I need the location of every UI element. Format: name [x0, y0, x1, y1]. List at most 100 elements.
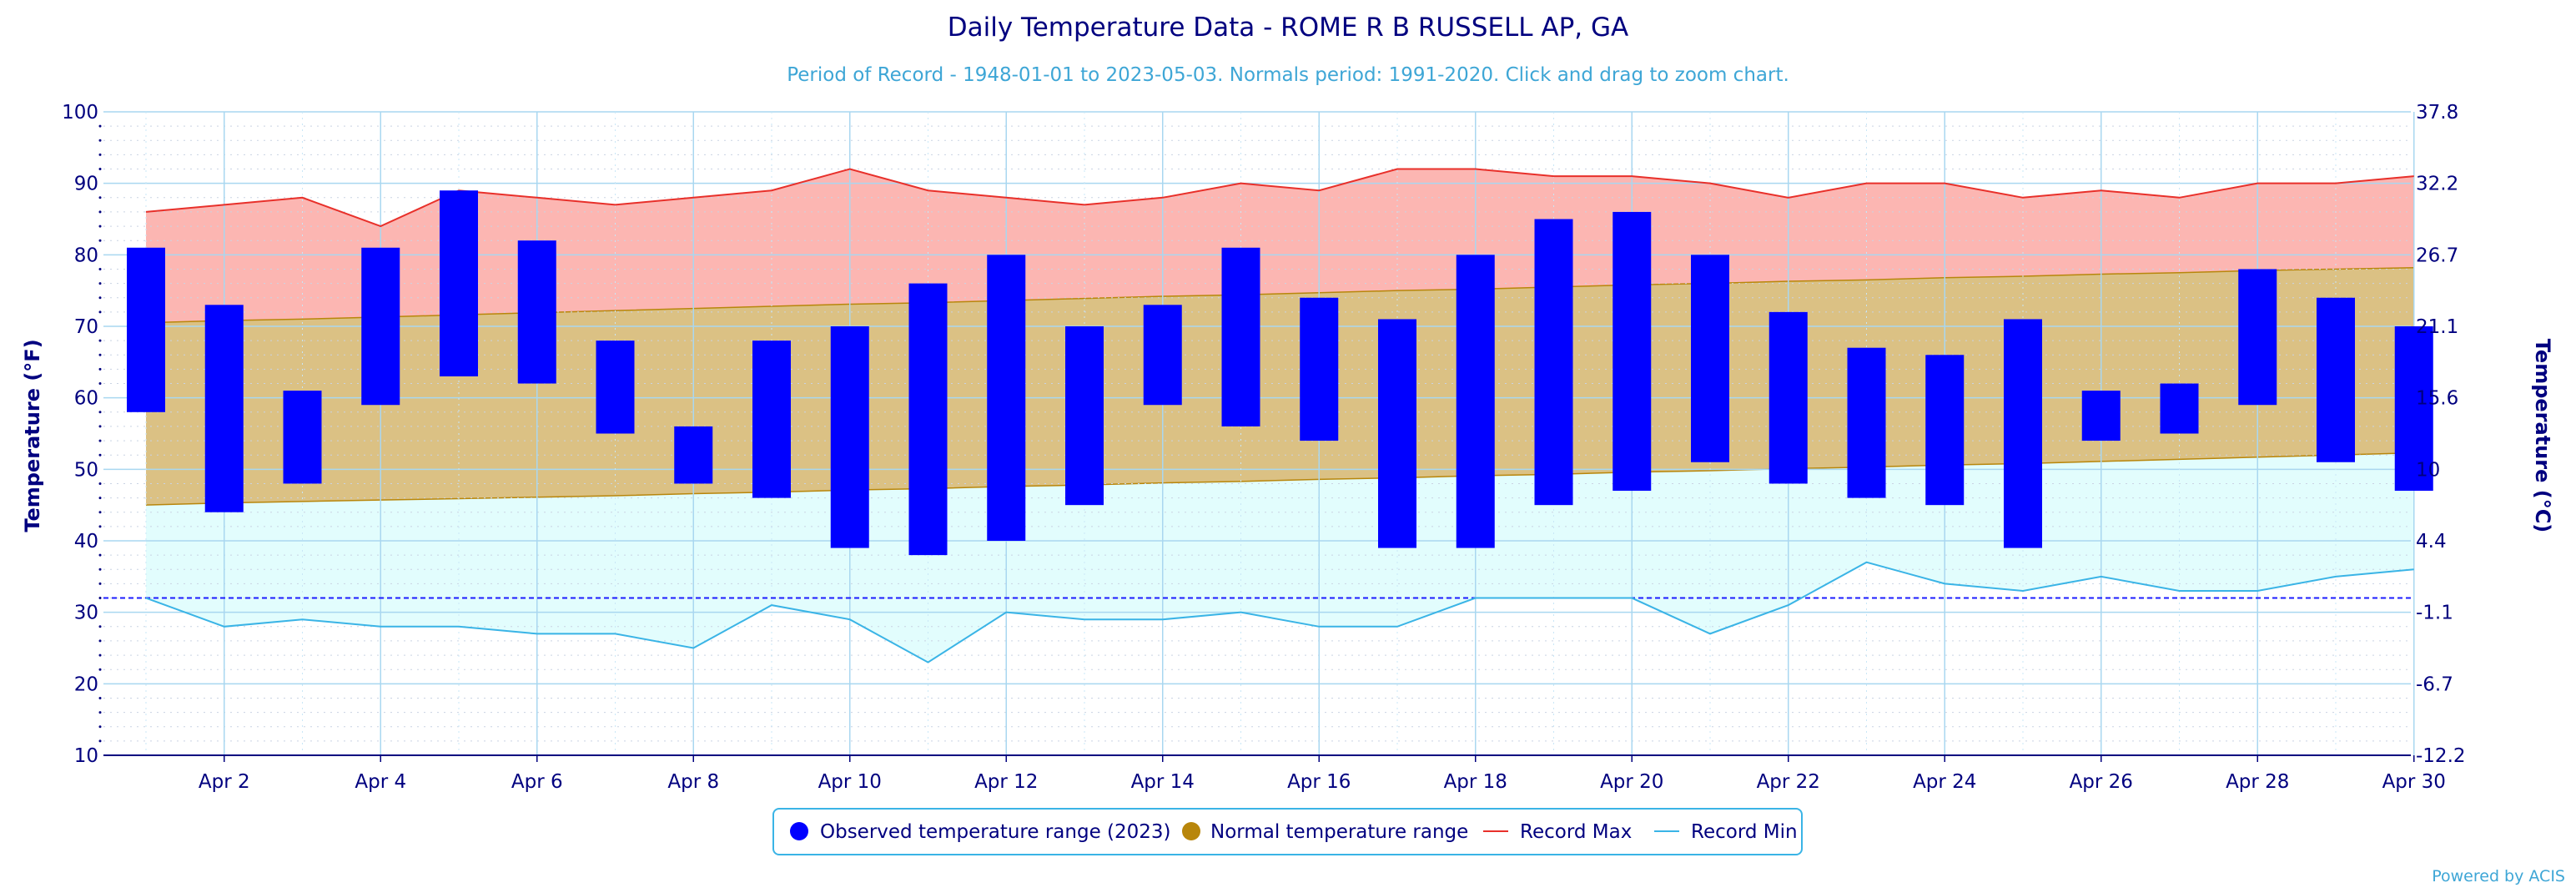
y-minor-tick	[98, 239, 102, 242]
y-minor-tick	[98, 725, 102, 729]
y-minor-tick	[98, 425, 102, 428]
observed-bar[interactable]	[1613, 211, 1652, 492]
x-tick-label: Apr 10	[818, 771, 882, 793]
y-minor-tick	[98, 553, 102, 557]
observed-bar[interactable]	[2238, 269, 2277, 406]
x-tick-label: Apr 28	[2226, 771, 2289, 793]
y-minor-tick	[98, 482, 102, 485]
y-tick-label-left: 50	[74, 459, 98, 481]
temperature-bands	[145, 169, 2414, 663]
observed-bar[interactable]	[1221, 247, 1260, 426]
x-tick-label: Apr 22	[1757, 771, 1820, 793]
x-tick-label: Apr 24	[1913, 771, 1976, 793]
observed-bar[interactable]	[2004, 319, 2042, 548]
legend-item-record-max[interactable]: Record Max	[1483, 821, 1632, 843]
legend-item-normal[interactable]: Normal temperature range	[1182, 821, 1468, 843]
observed-bar[interactable]	[2394, 326, 2433, 492]
y-tick-label-right: 4.4	[2416, 531, 2447, 552]
y-minor-tick	[98, 382, 102, 386]
observed-bar[interactable]	[2317, 297, 2355, 462]
legend-label-record-max: Record Max	[1520, 821, 1632, 843]
observed-bar[interactable]	[1847, 347, 1886, 498]
x-tick-label: Apr 6	[511, 771, 563, 793]
observed-bar[interactable]	[1143, 305, 1182, 406]
record-max-line	[145, 168, 2414, 228]
y-minor-tick	[98, 339, 102, 342]
y-minor-tick	[98, 453, 102, 457]
y-tick-label-left: 10	[74, 745, 98, 767]
y-tick-label-right: 37.8	[2416, 102, 2458, 124]
record-min-band	[146, 452, 2414, 663]
y-minor-tick	[98, 196, 102, 199]
credit-link[interactable]: Powered by ACIS	[2432, 867, 2565, 885]
y-minor-tick	[98, 653, 102, 657]
observed-bar[interactable]	[1300, 297, 1339, 441]
observed-bar[interactable]	[127, 247, 165, 412]
observed-bar[interactable]	[204, 305, 244, 512]
y-minor-tick	[98, 439, 102, 442]
y-tick-label-right: 15.6	[2416, 388, 2458, 410]
observed-bar[interactable]	[674, 426, 713, 484]
y-tick-label-left: 70	[74, 316, 98, 338]
y-minor-tick	[98, 124, 102, 128]
y-minor-tick	[98, 310, 102, 314]
y-axis-title-right: Temperature (°C)	[2531, 339, 2554, 533]
legend-item-observed[interactable]: Observed temperature range (2023)	[790, 821, 1171, 843]
y-tick-label-left: 100	[62, 102, 98, 124]
observed-bar[interactable]	[596, 341, 635, 434]
y-minor-tick	[98, 225, 102, 228]
x-tick-label: Apr 2	[199, 771, 250, 793]
observed-bar[interactable]	[1691, 255, 1729, 462]
x-tick-label: Apr 12	[974, 771, 1038, 793]
observed-bar[interactable]	[1534, 219, 1573, 506]
observed-bars[interactable]	[127, 190, 2433, 556]
y-minor-tick	[98, 497, 102, 500]
y-minor-tick	[98, 625, 102, 628]
y-tick-label-right: -12.2	[2416, 745, 2466, 767]
legend-label-record-min: Record Min	[1691, 821, 1798, 843]
y-axis-title-left: Temperature (°F)	[21, 339, 44, 532]
legend-box	[772, 808, 1803, 855]
y-tick-label-left: 60	[74, 388, 98, 410]
x-tick-label: Apr 16	[1287, 771, 1351, 793]
y-tick-label-right: 32.2	[2416, 174, 2458, 195]
observed-bar[interactable]	[752, 341, 791, 498]
x-tick-label: Apr 26	[2070, 771, 2133, 793]
axes: 100 37.8 90 32.2 80 26.7 70 21.1 60 15.6 50 10 40 4.4…	[62, 102, 2465, 793]
y-tick-label-right: 26.7	[2416, 245, 2458, 266]
observed-bar[interactable]	[908, 283, 948, 556]
observed-bar[interactable]	[1456, 255, 1495, 548]
legend: Observed temperature range (2023) Normal…	[772, 808, 1803, 855]
x-tick-label: Apr 30	[2382, 771, 2446, 793]
observed-bar[interactable]	[1065, 326, 1104, 506]
legend-marker-observed	[790, 822, 808, 840]
y-tick-label-right: -1.1	[2416, 603, 2453, 624]
y-minor-tick	[98, 582, 102, 585]
y-tick-label-left: 80	[74, 245, 98, 266]
observed-bar[interactable]	[2081, 391, 2121, 441]
observed-bar[interactable]	[361, 247, 400, 406]
observed-bar[interactable]	[830, 326, 869, 548]
observed-bar[interactable]	[2160, 383, 2199, 434]
observed-bar[interactable]	[1378, 319, 1416, 548]
observed-bar[interactable]	[517, 240, 556, 384]
legend-marker-normal	[1182, 822, 1200, 840]
y-tick-label-right: -6.7	[2416, 674, 2453, 695]
observed-bar[interactable]	[1768, 311, 1808, 484]
y-tick-label-left: 20	[74, 674, 98, 695]
observed-bar[interactable]	[440, 190, 478, 376]
y-minor-tick	[98, 267, 102, 270]
legend-item-record-min[interactable]: Record Min	[1654, 821, 1798, 843]
y-tick-label-left: 90	[74, 174, 98, 195]
observed-bar[interactable]	[283, 391, 322, 484]
observed-bar[interactable]	[1925, 355, 1965, 506]
y-minor-tick	[98, 353, 102, 356]
x-tick-label: Apr 18	[1444, 771, 1507, 793]
legend-label-observed: Observed temperature range (2023)	[820, 821, 1171, 843]
observed-bar[interactable]	[987, 255, 1026, 541]
y-minor-tick	[98, 597, 102, 600]
y-minor-tick	[98, 296, 102, 300]
x-tick-label: Apr 4	[355, 771, 406, 793]
